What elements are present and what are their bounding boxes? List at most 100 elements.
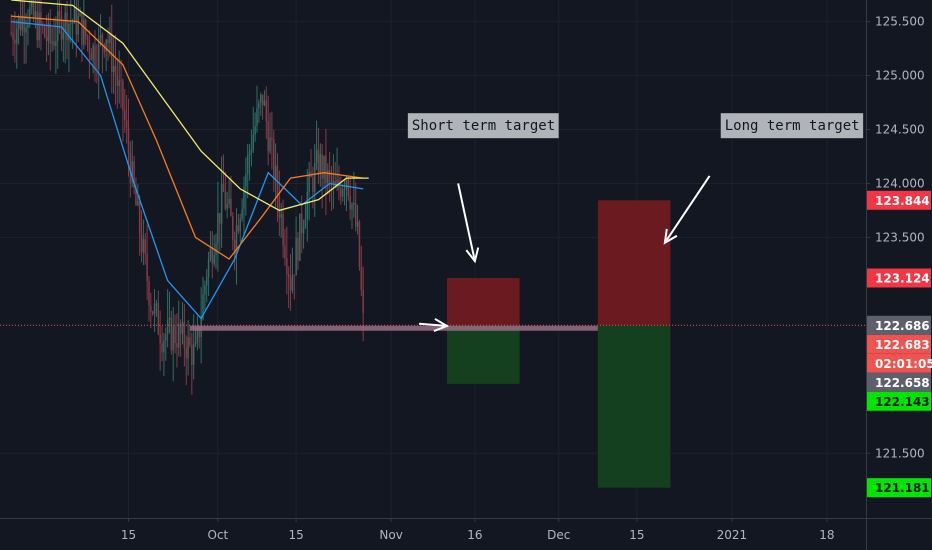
candle-body-65 (131, 161, 133, 183)
candle-body-94 (185, 347, 187, 359)
candle-body-186 (356, 221, 359, 227)
candle-body-109 (213, 254, 215, 264)
price-tag-label-1: 123.124 (875, 271, 930, 285)
candle-body-41 (86, 36, 89, 41)
candle-body-42 (88, 40, 91, 54)
candle-body-60 (122, 81, 124, 111)
candle-body-90 (178, 323, 180, 348)
candle-body-23 (53, 41, 55, 46)
candle-body-141 (273, 139, 275, 180)
candle-body-128 (248, 152, 251, 156)
candle-body-165 (317, 149, 320, 175)
candle-body-151 (291, 274, 294, 291)
candle-body-124 (241, 208, 243, 219)
annotation-box-1 (720, 113, 864, 139)
candle-body-164 (315, 149, 318, 163)
candle-body-170 (327, 170, 329, 184)
x-tick-label-7: 2021 (717, 528, 748, 542)
arrow-head-0 (465, 247, 480, 264)
candle-body-15 (38, 12, 40, 41)
candle-body-156 (300, 213, 303, 234)
short-term-stop-zone (446, 325, 520, 384)
candle-body-46 (96, 68, 98, 70)
long-term-target-zone (597, 200, 671, 326)
candle-body-169 (325, 155, 327, 184)
candle-body-134 (259, 94, 262, 103)
candle-body-87 (172, 326, 174, 351)
candle-body-1 (12, 32, 14, 40)
y-tick-label-3: 124.000 (875, 176, 925, 190)
candle-body-181 (347, 178, 350, 196)
candle-body-107 (209, 246, 212, 259)
candle-body-114 (222, 183, 225, 192)
price-tag-bg-7 (867, 478, 931, 498)
candle-body-67 (135, 187, 137, 206)
candle-body-95 (187, 337, 189, 359)
candle-body-123 (239, 218, 241, 232)
candle-body-157 (302, 227, 305, 234)
candle-body-130 (252, 134, 255, 150)
moving-averages (11, 0, 369, 320)
candle-body-17 (42, 25, 44, 27)
candle-body-142 (274, 165, 277, 180)
candle-body-45 (94, 45, 96, 69)
y-tick-label-2: 124.500 (875, 123, 925, 137)
price-tag-bg-4 (867, 353, 931, 373)
candle-body-136 (263, 100, 266, 106)
candle-body-153 (295, 237, 297, 276)
target-boxes[interactable] (446, 200, 671, 488)
candle-body-185 (354, 202, 357, 227)
annotation-labels[interactable]: Short term target Long term target (407, 113, 864, 139)
x-axis-ticks: 15 Oct 15 Nov 16 Dec 15 2021 18 (121, 518, 835, 542)
candle-body-125 (243, 186, 245, 209)
candle-body-81 (161, 343, 163, 353)
y-tick-label-4: 123.500 (875, 230, 925, 244)
candle-body-54 (110, 33, 113, 72)
candle-body-10 (29, 6, 31, 23)
candle-body-79 (157, 303, 160, 335)
price-tag-bg-5 (867, 372, 931, 392)
candle-body-177 (340, 188, 342, 197)
price-tag-label-3: 122.683 (875, 338, 930, 352)
candle-body-133 (258, 102, 260, 109)
price-tag-label-7: 121.181 (875, 481, 930, 495)
candle-body-182 (349, 195, 351, 210)
candle-body-98 (192, 344, 195, 365)
moving-average-1 (11, 15, 364, 260)
candle-body-105 (205, 277, 208, 286)
candle-body-49 (101, 34, 104, 45)
candle-body-144 (278, 196, 281, 218)
candle-body-78 (155, 303, 158, 305)
y-axis-ticks: 125.500 125.000 124.500 124.000 123.500 121.5… (866, 15, 925, 460)
candle-body-106 (207, 258, 210, 278)
candle-body-0 (10, 32, 12, 34)
candle-body-155 (299, 213, 301, 261)
candle-body-39 (83, 19, 85, 45)
y-tick-label-5: 121.500 (875, 446, 925, 460)
annotation-arrows[interactable] (418, 175, 711, 332)
candle-body-108 (211, 246, 214, 264)
candle-body-2 (14, 39, 16, 44)
price-tag-label-0: 123.844 (875, 194, 930, 208)
candle-body-9 (27, 22, 29, 28)
candle-body-127 (246, 155, 249, 175)
x-tick-label-1: Oct (208, 528, 229, 542)
annotation-label-1: Long term target (725, 118, 860, 134)
arrow-head-2 (433, 318, 450, 332)
candle-body-85 (168, 317, 171, 320)
candle-body-22 (51, 41, 53, 44)
candle-body-145 (280, 214, 282, 218)
candle-body-129 (250, 149, 253, 153)
candle-body-18 (43, 26, 46, 37)
candle-body-62 (125, 120, 128, 128)
candle-body-140 (271, 137, 273, 140)
candle-body-5 (19, 16, 22, 31)
candle-body-158 (304, 219, 307, 228)
candle-body-138 (267, 121, 269, 152)
candle-body-77 (153, 303, 156, 314)
candle-body-180 (345, 178, 348, 189)
moving-average-0 (11, 20, 364, 320)
